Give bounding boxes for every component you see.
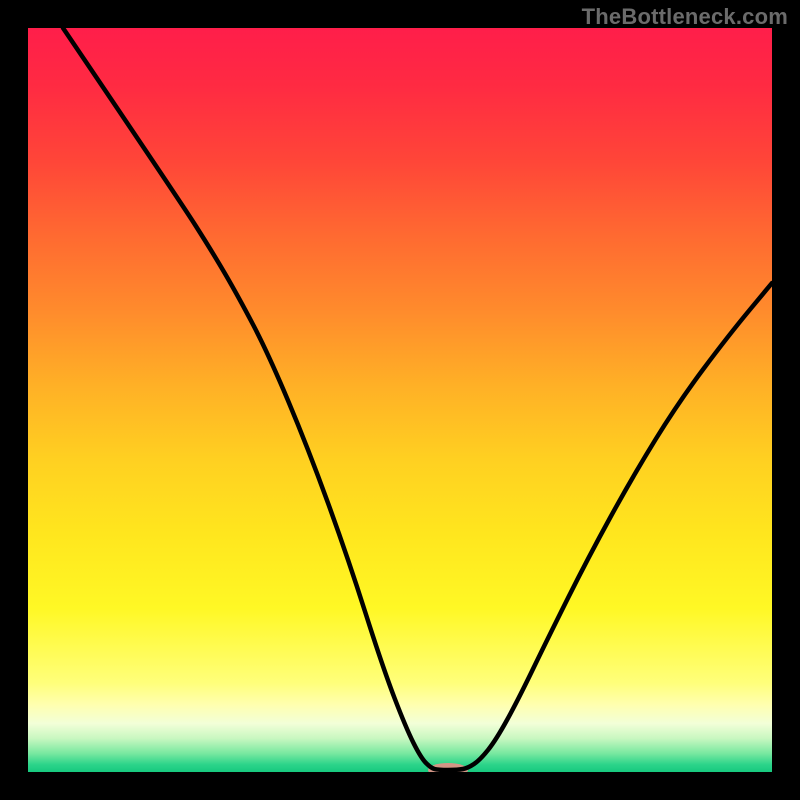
chart-svg — [28, 28, 772, 772]
plot-area — [28, 28, 772, 772]
chart-container: TheBottleneck.com — [0, 0, 800, 800]
watermark-label: TheBottleneck.com — [582, 4, 788, 30]
